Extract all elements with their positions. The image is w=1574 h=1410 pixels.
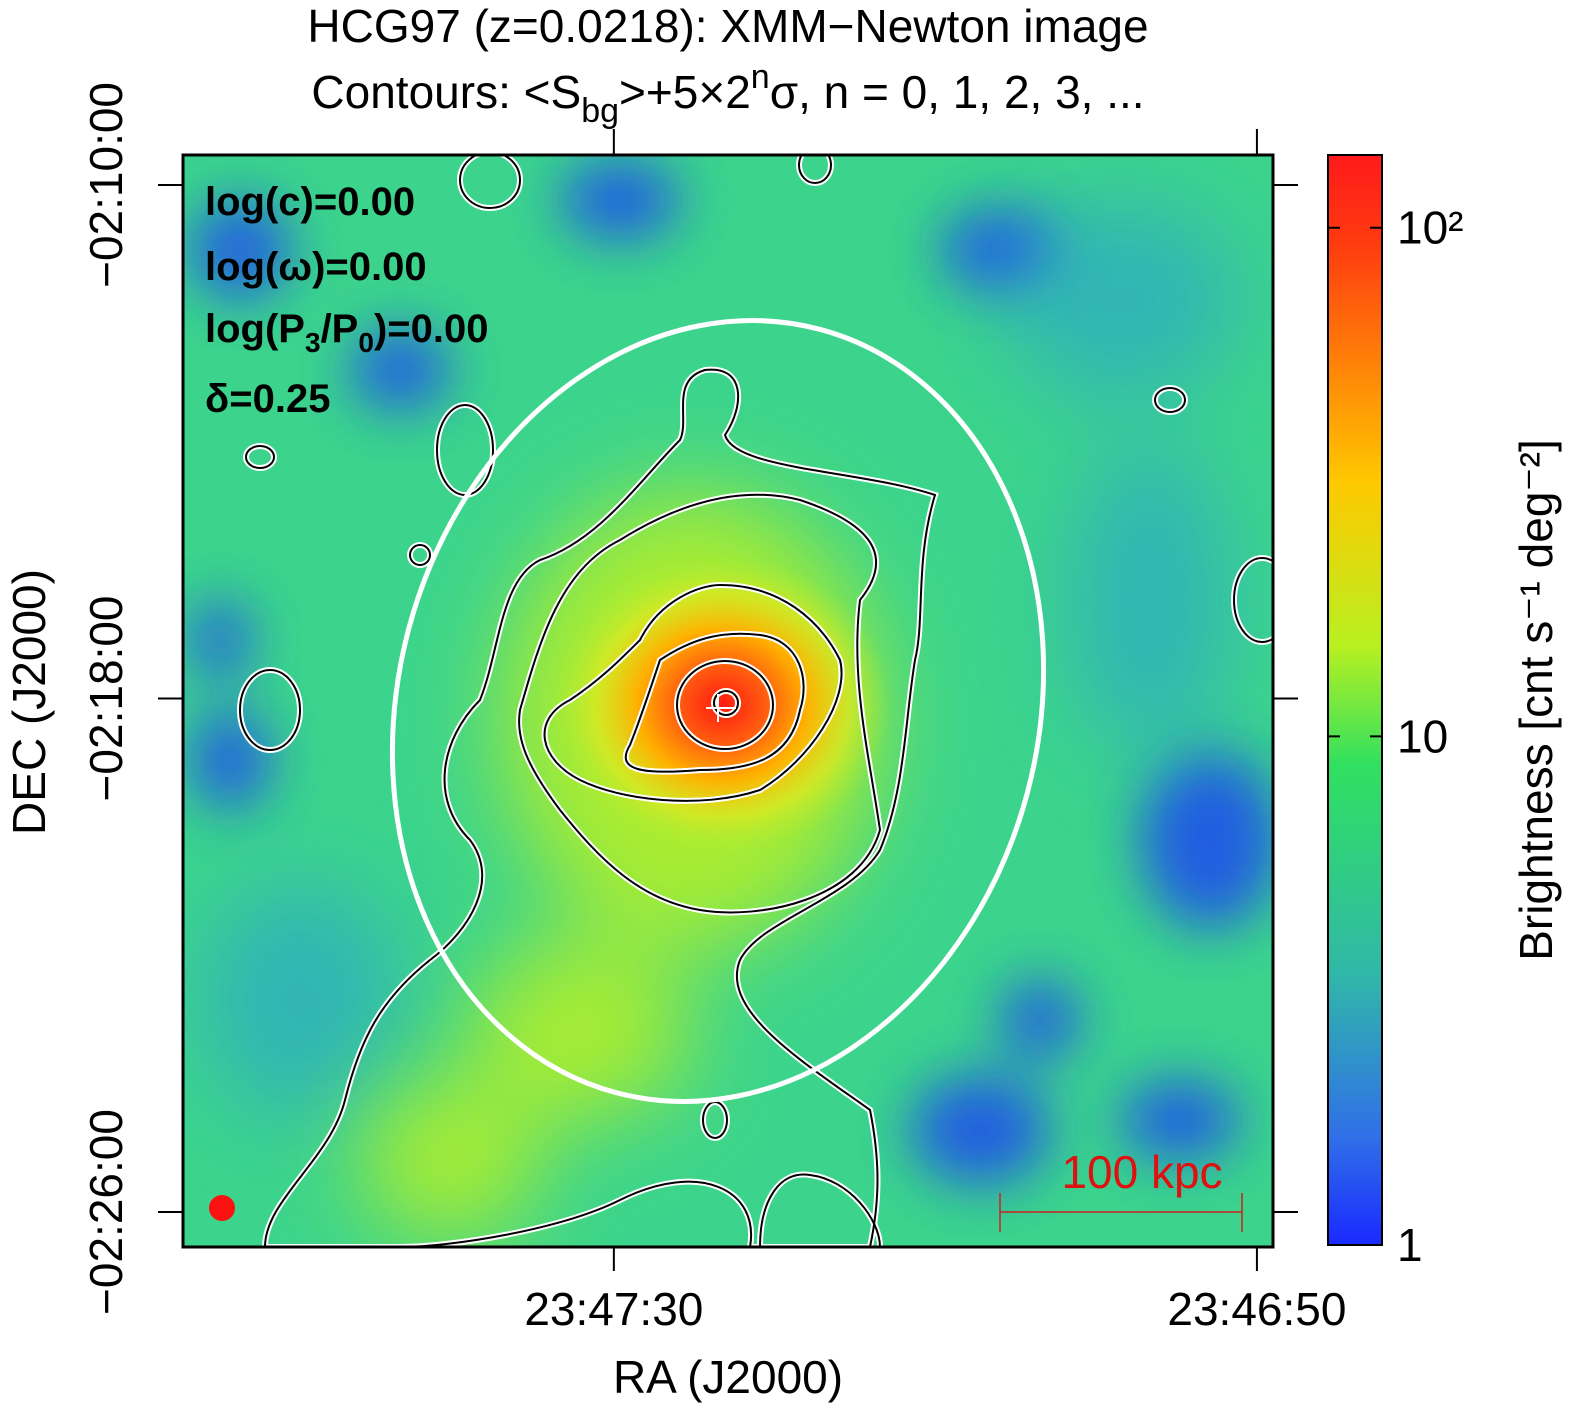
image: [183, 155, 1273, 1247]
subtitle-part: n: [751, 58, 770, 96]
subtitle-part: σ, n = 0, 1, 2, 3, ...: [770, 66, 1145, 118]
chart-title: HCG97 (z=0.0218): XMM−Newton image: [307, 0, 1148, 52]
x-tick-label: 23:47:30: [524, 1283, 703, 1335]
y-tick-label: −02:18:00: [80, 596, 132, 802]
annotation: log(P3/P0)=0.00: [205, 307, 488, 358]
subtitle-part: >+5×2: [619, 66, 751, 118]
annotation-part: )=0.00: [374, 307, 489, 351]
colorbar-tick-label: 1: [1397, 1219, 1423, 1271]
plot-frame: [181, 153, 1275, 1249]
y-tick-label: −02:10:00: [80, 82, 132, 288]
colorbar-tick-label: 10²: [1397, 202, 1463, 254]
annotation-part: /P: [321, 307, 359, 351]
x-axis-label: RA (J2000): [613, 1351, 843, 1403]
annotation: δ=0.25: [205, 377, 330, 421]
chart-subtitle: Contours: <Sbg>+5×2nσ, n = 0, 1, 2, 3, .…: [311, 58, 1144, 130]
y-tick-label: −02:26:00: [80, 1109, 132, 1315]
colorbar: [1327, 154, 1383, 1246]
subtitle-part: Contours: <S: [311, 66, 581, 118]
subtitle-part: bg: [581, 92, 619, 130]
annotation-part: log(P: [205, 307, 305, 351]
scale-bar-label: 100 kpc: [1061, 1146, 1222, 1198]
colorbar-label: Brightness [cnt s⁻¹ deg⁻²]: [1510, 439, 1562, 961]
x-tick-label: 23:46:50: [1167, 1283, 1346, 1335]
annotation: log(c)=0.00: [205, 180, 415, 224]
colorbar-tick-label: 10: [1397, 710, 1448, 762]
annotation-part: 3: [305, 327, 321, 358]
annotation: log(ω)=0.00: [205, 245, 427, 289]
annotation-part: 0: [358, 327, 374, 358]
y-axis-label: DEC (J2000): [3, 569, 55, 835]
